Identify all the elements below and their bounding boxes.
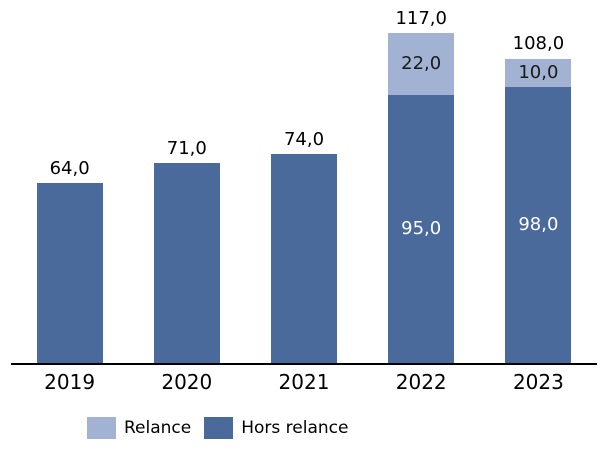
- segment-value-label-hors-relance-2022: 95,0: [401, 218, 442, 239]
- total-value-label-2021: 74,0: [283, 129, 325, 151]
- legend-label-hors-relance: Hors relance: [241, 418, 349, 438]
- legend-label-relance: Relance: [124, 418, 192, 438]
- bar-2020: [153, 163, 220, 363]
- segment-value-label-relance-2022: 22,0: [401, 53, 442, 74]
- total-value-label-2020: 71,0: [166, 138, 207, 160]
- x-axis-label-2020: 2020: [161, 370, 213, 394]
- bar-2019: [36, 183, 103, 363]
- bar-slot-2020: 71,0: [128, 0, 245, 363]
- bar-2021: [271, 154, 337, 363]
- legend-item-relance: Relance: [87, 417, 191, 439]
- bar-slot-2019: 64,0: [11, 0, 128, 363]
- bar-slot-2023: 98,0 10,0 108,0: [480, 0, 597, 363]
- x-axis-label-2019: 2019: [44, 370, 96, 394]
- segment-value-label-relance-2023: 10,0: [518, 62, 559, 83]
- x-axis-labels: 2019 2020 2021 2022 2023: [11, 370, 597, 394]
- plot-area: 64,0 71,0 74,0 95,0 22,0 117,0 98,0 10,0 108,0: [11, 0, 597, 365]
- x-axis-label-2021: 2021: [278, 370, 330, 394]
- bar-segment-hors-relance-2019: [36, 183, 103, 363]
- bar-segment-hors-relance-2020: [153, 163, 220, 363]
- bar-segment-hors-relance-2023: 98,0: [505, 87, 572, 363]
- bar-slot-2022: 95,0 22,0 117,0: [363, 0, 480, 363]
- total-value-label-2019: 64,0: [49, 158, 90, 180]
- bar-segment-hors-relance-2022: 95,0: [388, 95, 455, 363]
- bar-segment-hors-relance-2021: [271, 154, 337, 363]
- legend-swatch-hors-relance: [204, 417, 234, 439]
- legend: Relance Hors relance: [87, 417, 361, 439]
- bar-2023: 98,0 10,0: [505, 59, 572, 363]
- total-value-label-2023: 108,0: [512, 33, 565, 55]
- segment-value-label-hors-relance-2023: 98,0: [518, 214, 559, 235]
- bar-segment-relance-2023: 10,0: [505, 59, 572, 87]
- x-axis-label-2023: 2023: [512, 370, 564, 394]
- legend-item-hors-relance: Hors relance: [204, 417, 348, 439]
- bar-segment-relance-2022: 22,0: [388, 33, 455, 95]
- legend-swatch-relance: [87, 417, 116, 439]
- total-value-label-2022: 117,0: [395, 8, 447, 30]
- x-axis-label-2022: 2022: [395, 370, 447, 394]
- bar-slot-2021: 74,0: [245, 0, 362, 363]
- bar-2022: 95,0 22,0: [388, 33, 455, 363]
